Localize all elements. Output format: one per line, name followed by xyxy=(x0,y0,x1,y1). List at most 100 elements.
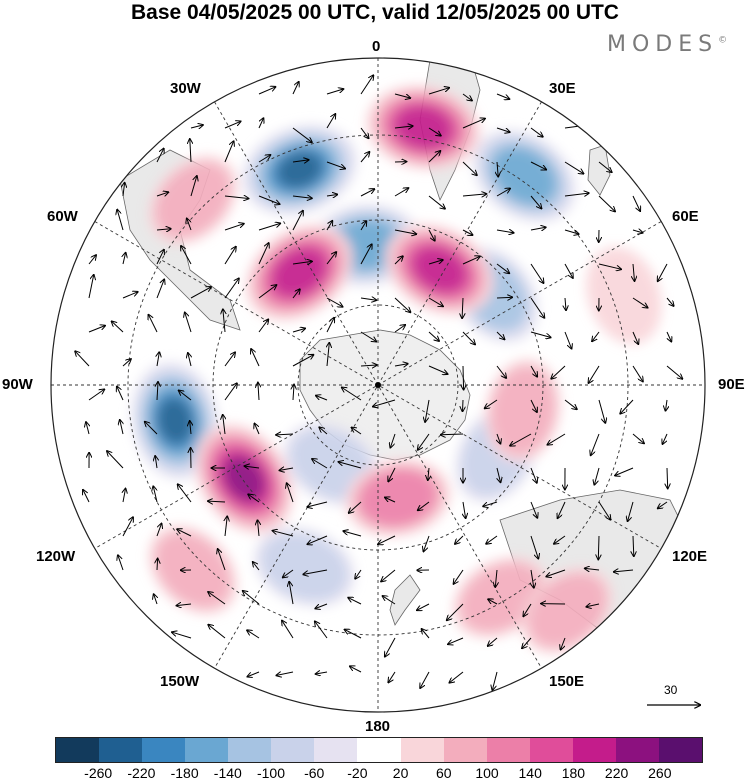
wind-arrow xyxy=(385,637,396,657)
wind-arrow xyxy=(123,489,126,503)
wind-arrow xyxy=(224,279,239,299)
wind-arrow xyxy=(530,501,537,518)
wind-arrow xyxy=(326,221,332,231)
wind-arrow xyxy=(307,501,328,507)
wind-arrow xyxy=(388,671,396,682)
colorbar-tick-label: -140 xyxy=(213,765,242,781)
wind-arrow xyxy=(530,535,538,559)
wind-arrow xyxy=(190,139,191,163)
wind-arrow xyxy=(282,621,294,639)
wind-arrow xyxy=(292,82,299,95)
label-lon-150w: 150W xyxy=(160,673,200,690)
wind-arrow xyxy=(462,331,475,344)
wind-arrow xyxy=(598,501,610,520)
wind-arrow xyxy=(86,422,89,435)
wind-arrow xyxy=(360,331,376,342)
wind-arrow xyxy=(564,161,583,174)
wind-arrow xyxy=(592,331,600,341)
wind-arrow xyxy=(181,246,192,265)
colorbar-tick-label: 140 xyxy=(518,765,542,781)
wind-arrow xyxy=(258,285,276,299)
wind-arrow xyxy=(117,210,124,231)
wind-arrow xyxy=(486,535,498,544)
colorbar-segment xyxy=(99,738,143,762)
wind-arrow xyxy=(153,486,158,503)
colorbar-segment xyxy=(314,738,358,762)
wind-arrow xyxy=(117,387,124,401)
colorbar-tick-label: 180 xyxy=(561,765,586,781)
wind-arrow xyxy=(383,596,396,605)
wind-arrow xyxy=(418,433,430,450)
anomaly-contour xyxy=(359,469,437,526)
wind-arrow xyxy=(315,603,328,609)
colorbar-segment xyxy=(271,738,315,762)
wind-arrow xyxy=(292,329,305,333)
wind-arrow xyxy=(615,467,634,476)
colorbar-segment xyxy=(443,738,487,762)
wind-arrow xyxy=(554,535,566,544)
wind-arrow xyxy=(620,399,634,414)
wind-arrow xyxy=(345,630,362,639)
wind-arrow xyxy=(447,603,464,620)
wind-arrow xyxy=(352,428,362,435)
wind-arrow xyxy=(564,399,577,409)
wind-arrow xyxy=(287,483,294,503)
wind-arrow xyxy=(258,520,260,537)
wind-arrow xyxy=(339,462,362,469)
wind-arrow xyxy=(292,211,303,231)
anomaly-contour xyxy=(154,161,232,239)
wind-arrow xyxy=(172,632,192,639)
colorbar-tick-label: 60 xyxy=(436,765,452,781)
wind-arrow xyxy=(123,183,125,197)
wind-arrow xyxy=(598,263,621,269)
wind-arrow xyxy=(156,250,164,265)
wind-arrow xyxy=(75,351,90,367)
wind-arrow xyxy=(564,263,573,278)
wind-arrow xyxy=(428,365,448,374)
wind-arrow xyxy=(190,287,211,299)
colorbar-tick-label: 20 xyxy=(392,765,409,781)
wind-arrow xyxy=(565,297,566,310)
wind-arrow xyxy=(373,399,396,407)
wind-arrow xyxy=(488,637,498,646)
wind-arrow xyxy=(292,355,313,367)
wind-arrow xyxy=(122,359,131,367)
colorbar xyxy=(55,737,703,763)
wind-arrow xyxy=(280,468,294,470)
wind-arrow xyxy=(224,383,237,401)
colorbar-tick-label: 260 xyxy=(648,765,672,781)
wind-arrow xyxy=(586,604,600,607)
wind-arrow xyxy=(666,297,674,306)
wind-arrow xyxy=(598,399,605,423)
wind-arrow xyxy=(343,531,362,537)
wind-arrow xyxy=(428,331,439,341)
wind-arrow xyxy=(157,382,158,401)
wind-arrow xyxy=(88,275,94,299)
wind-arrow xyxy=(223,415,225,435)
wind-arrow xyxy=(177,604,192,606)
wind-arrow xyxy=(156,280,164,299)
reference-arrow-label: 30 xyxy=(664,683,678,697)
anomaly-contour xyxy=(394,105,452,149)
wind-arrow xyxy=(496,127,510,132)
wind-arrow xyxy=(360,152,369,163)
wind-arrow xyxy=(564,193,589,196)
wind-arrow xyxy=(658,263,668,281)
label-lon-90w: 90W xyxy=(2,376,33,393)
wind-arrow xyxy=(312,459,328,469)
wind-arrow xyxy=(360,221,366,231)
colorbar-tick-label: 100 xyxy=(475,765,499,781)
wind-arrow xyxy=(303,569,328,574)
colorbar-tick-label: -20 xyxy=(347,765,368,781)
wind-arrow xyxy=(258,195,280,204)
wind-arrow xyxy=(385,498,396,503)
wind-arrow xyxy=(123,253,126,265)
wind-arrow xyxy=(424,535,430,551)
label-lon-90e: 90E xyxy=(718,376,745,393)
wind-arrow xyxy=(390,433,396,448)
wind-arrow xyxy=(292,196,312,198)
polar-map xyxy=(50,57,706,713)
wind-arrow xyxy=(224,141,234,163)
wind-arrow xyxy=(258,223,280,231)
wind-arrow xyxy=(530,365,537,377)
